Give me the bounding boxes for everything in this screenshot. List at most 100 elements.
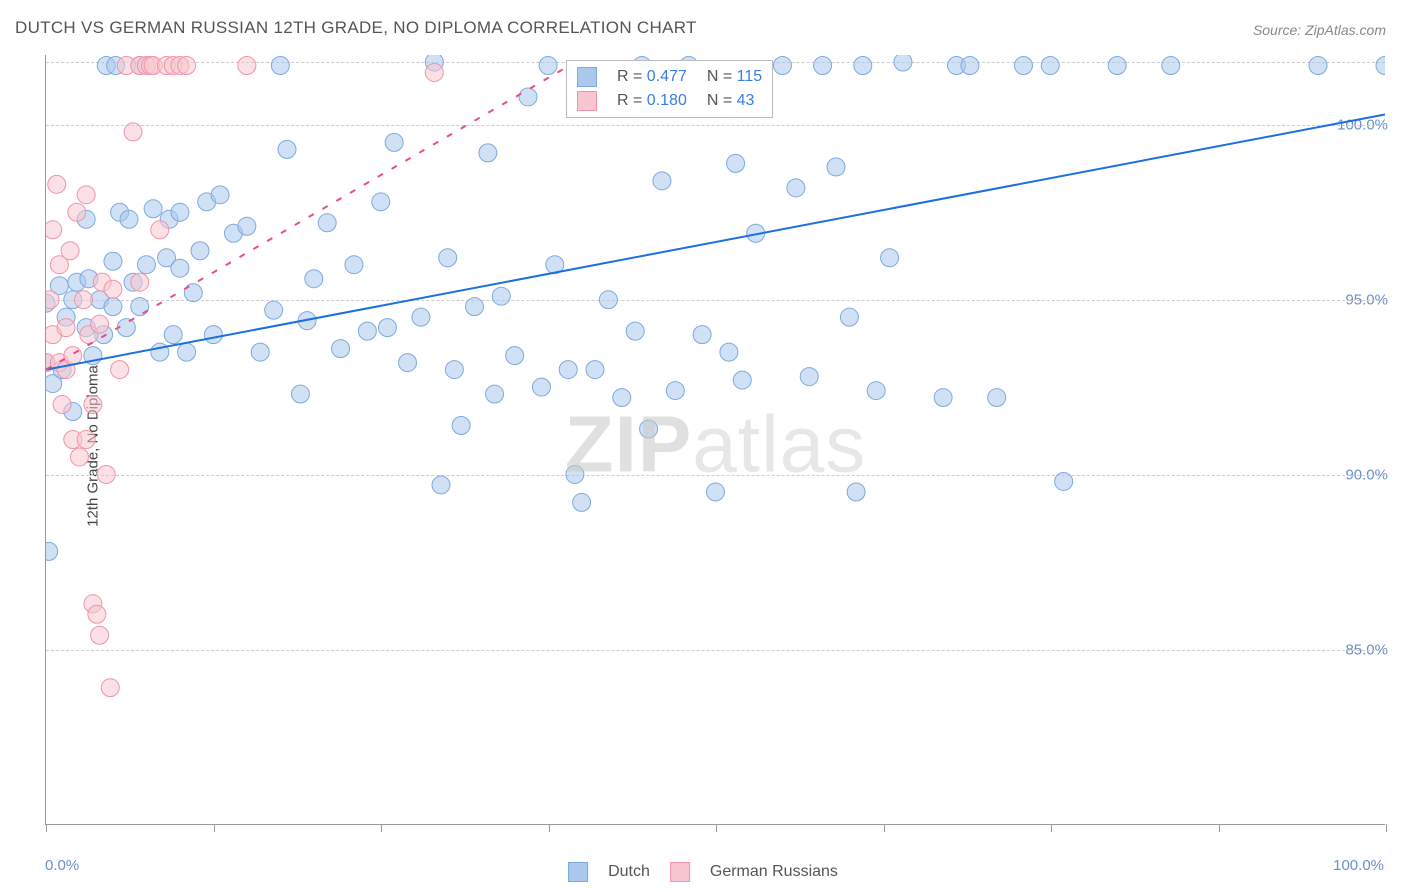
x-tick [381, 824, 382, 832]
source-label: Source: ZipAtlas.com [1253, 22, 1386, 38]
data-point [278, 140, 296, 158]
bottom-swatch-dutch [568, 862, 588, 882]
trend-line [46, 58, 582, 369]
data-point [559, 361, 577, 379]
data-point [332, 340, 350, 358]
data-point [720, 343, 738, 361]
x-max-label: 100.0% [1333, 857, 1384, 874]
data-point [178, 56, 196, 74]
data-point [1014, 56, 1032, 74]
data-point [532, 378, 550, 396]
data-point [372, 193, 390, 211]
data-point [46, 542, 58, 560]
n-label: N = [707, 68, 732, 85]
bottom-legend: Dutch German Russians [568, 862, 838, 882]
data-point [57, 361, 75, 379]
data-point [265, 301, 283, 319]
x-tick [46, 824, 47, 832]
scatter-svg [46, 55, 1385, 824]
data-point [164, 326, 182, 344]
data-point [506, 347, 524, 365]
data-point [854, 56, 872, 74]
data-point [104, 280, 122, 298]
data-point [211, 186, 229, 204]
data-point [573, 493, 591, 511]
data-point [46, 221, 62, 239]
data-point [53, 396, 71, 414]
data-point [1376, 56, 1385, 74]
bottom-label-dutch: Dutch [608, 863, 650, 881]
data-point [164, 56, 182, 74]
x-tick [214, 824, 215, 832]
data-point [198, 193, 216, 211]
stats-legend: R = 0.477 N = 115 R = 0.180 N = 43 [566, 60, 773, 118]
n-value-dutch: 115 [737, 68, 763, 85]
data-point [827, 158, 845, 176]
data-point [160, 210, 178, 228]
data-point [124, 273, 142, 291]
data-point [452, 417, 470, 435]
data-point [97, 56, 115, 74]
data-point [358, 322, 376, 340]
data-point [131, 273, 149, 291]
gridline-h [46, 125, 1385, 126]
data-point [204, 326, 222, 344]
data-point [46, 375, 62, 393]
data-point [707, 483, 725, 501]
data-point [111, 203, 129, 221]
data-point [345, 256, 363, 274]
plot-area: ZIPatlas [45, 55, 1385, 825]
data-point [787, 179, 805, 197]
data-point [144, 56, 162, 74]
data-point [171, 56, 189, 74]
data-point [445, 361, 463, 379]
data-point [727, 154, 745, 172]
data-point [988, 389, 1006, 407]
watermark-text: ZIPatlas [565, 398, 866, 490]
data-point [151, 343, 169, 361]
data-point [586, 361, 604, 379]
x-tick [1051, 824, 1052, 832]
data-point [305, 270, 323, 288]
x-tick [716, 824, 717, 832]
data-point [800, 368, 818, 386]
legend-row-dutch: R = 0.477 N = 115 [567, 65, 772, 89]
data-point [68, 203, 86, 221]
r-value-dutch: 0.477 [647, 68, 687, 85]
data-point [70, 448, 88, 466]
gridline-h [46, 650, 1385, 651]
data-point [251, 343, 269, 361]
data-point [733, 371, 751, 389]
data-point [385, 133, 403, 151]
data-point [50, 256, 68, 274]
data-point [137, 256, 155, 274]
data-point [961, 56, 979, 74]
data-point [486, 385, 504, 403]
data-point [1108, 56, 1126, 74]
data-point [948, 56, 966, 74]
data-point [84, 347, 102, 365]
data-point [91, 626, 109, 644]
data-point [492, 287, 510, 305]
bottom-swatch-german [670, 862, 690, 882]
data-point [93, 273, 111, 291]
data-point [432, 476, 450, 494]
data-point [91, 315, 109, 333]
data-point [291, 385, 309, 403]
data-point [479, 144, 497, 162]
trend-line [46, 114, 1385, 369]
gridline-h [46, 300, 1385, 301]
data-point [814, 56, 832, 74]
data-point [77, 210, 95, 228]
data-point [171, 203, 189, 221]
data-point [439, 249, 457, 267]
chart-container: DUTCH VS GERMAN RUSSIAN 12TH GRADE, NO D… [0, 0, 1406, 892]
data-point [238, 56, 256, 74]
r-label: R = [617, 92, 642, 109]
data-point [57, 308, 75, 326]
data-point [46, 354, 55, 372]
data-point [50, 354, 68, 372]
data-point [412, 308, 430, 326]
data-point [77, 319, 95, 337]
data-point [50, 277, 68, 295]
